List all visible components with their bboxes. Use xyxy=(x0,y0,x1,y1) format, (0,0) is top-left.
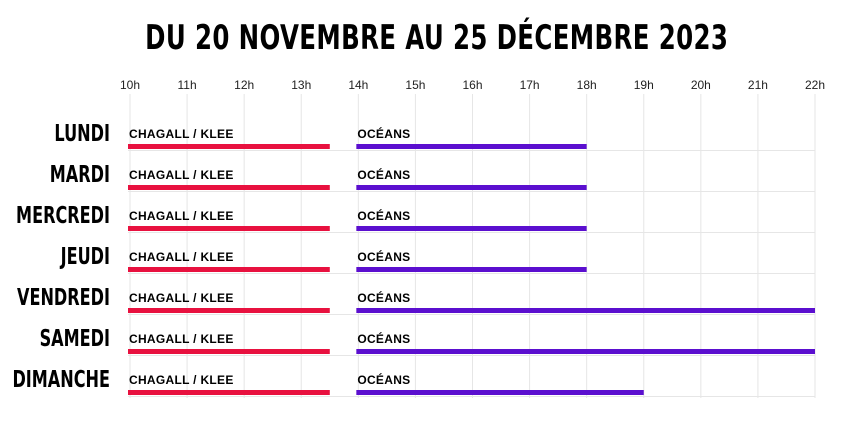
oceans-bar xyxy=(356,390,644,395)
day-row: LUNDI CHAGALL / KLEE OCÉANS xyxy=(54,120,815,151)
x-axis-ticks: 10h 11h 12h 13h 14h 15h 16h 17h 18h 19h 20h 21h 22h xyxy=(120,78,825,92)
x-tick-label: 13h xyxy=(291,78,311,92)
chagall-klee-bar xyxy=(128,349,330,354)
oceans-bar xyxy=(356,226,587,231)
chagall-klee-bar xyxy=(128,144,330,149)
chagall-klee-label: CHAGALL / KLEE xyxy=(129,127,234,141)
day-label: LUNDI xyxy=(54,120,110,147)
day-row: SAMEDI CHAGALL / KLEE OCÉANS xyxy=(40,325,815,356)
day-label: SAMEDI xyxy=(40,325,110,352)
chagall-klee-bar xyxy=(128,308,330,313)
x-tick-label: 10h xyxy=(120,78,140,92)
chagall-klee-bar xyxy=(128,185,330,190)
chagall-klee-label: CHAGALL / KLEE xyxy=(129,373,234,387)
oceans-label: OCÉANS xyxy=(357,331,410,346)
oceans-bar xyxy=(356,349,815,354)
oceans-label: OCÉANS xyxy=(357,290,410,305)
day-label: MARDI xyxy=(50,161,110,188)
oceans-bar xyxy=(356,185,587,190)
x-tick-label: 15h xyxy=(405,78,425,92)
chart-title: DU 20 NOVEMBRE AU 25 DÉCEMBRE 2023 xyxy=(145,18,729,58)
chagall-klee-label: CHAGALL / KLEE xyxy=(129,291,234,305)
x-tick-label: 20h xyxy=(691,78,711,92)
day-label: DIMANCHE xyxy=(12,366,110,393)
oceans-label: OCÉANS xyxy=(357,126,410,141)
x-tick-label: 11h xyxy=(178,78,197,92)
oceans-bar xyxy=(356,308,815,313)
oceans-label: OCÉANS xyxy=(357,372,410,387)
day-row: JEUDI CHAGALL / KLEE OCÉANS xyxy=(59,243,815,274)
oceans-label: OCÉANS xyxy=(357,208,410,223)
chagall-klee-label: CHAGALL / KLEE xyxy=(129,209,234,223)
day-row: MARDI CHAGALL / KLEE OCÉANS xyxy=(50,161,815,192)
chagall-klee-label: CHAGALL / KLEE xyxy=(129,250,234,264)
x-tick-label: 22h xyxy=(805,78,825,92)
x-tick-label: 17h xyxy=(520,78,540,92)
day-label: MERCREDI xyxy=(16,202,110,229)
chagall-klee-label: CHAGALL / KLEE xyxy=(129,168,234,182)
chagall-klee-bar xyxy=(128,267,330,272)
chagall-klee-label: CHAGALL / KLEE xyxy=(129,332,234,346)
x-tick-label: 16h xyxy=(462,78,482,92)
oceans-bar xyxy=(356,144,587,149)
x-tick-label: 18h xyxy=(577,78,597,92)
chagall-klee-bar xyxy=(128,226,330,231)
day-row: MERCREDI CHAGALL / KLEE OCÉANS xyxy=(16,202,815,233)
oceans-label: OCÉANS xyxy=(357,249,410,264)
x-tick-label: 19h xyxy=(634,78,654,92)
day-rows: LUNDI CHAGALL / KLEE OCÉANS MARDI CHAGALL / … xyxy=(12,120,815,397)
day-label: JEUDI xyxy=(59,243,110,270)
day-row: VENDREDI CHAGALL / KLEE OCÉANS xyxy=(17,284,815,315)
oceans-bar xyxy=(356,267,587,272)
x-tick-label: 12h xyxy=(234,78,254,92)
x-tick-label: 21h xyxy=(748,78,768,92)
day-row: DIMANCHE CHAGALL / KLEE OCÉANS xyxy=(12,366,815,397)
x-tick-label: 14h xyxy=(348,78,368,92)
oceans-label: OCÉANS xyxy=(357,167,410,182)
title-area: DU 20 NOVEMBRE AU 25 DÉCEMBRE 2023 xyxy=(0,0,846,70)
chagall-klee-bar xyxy=(128,390,330,395)
day-label: VENDREDI xyxy=(17,284,110,311)
